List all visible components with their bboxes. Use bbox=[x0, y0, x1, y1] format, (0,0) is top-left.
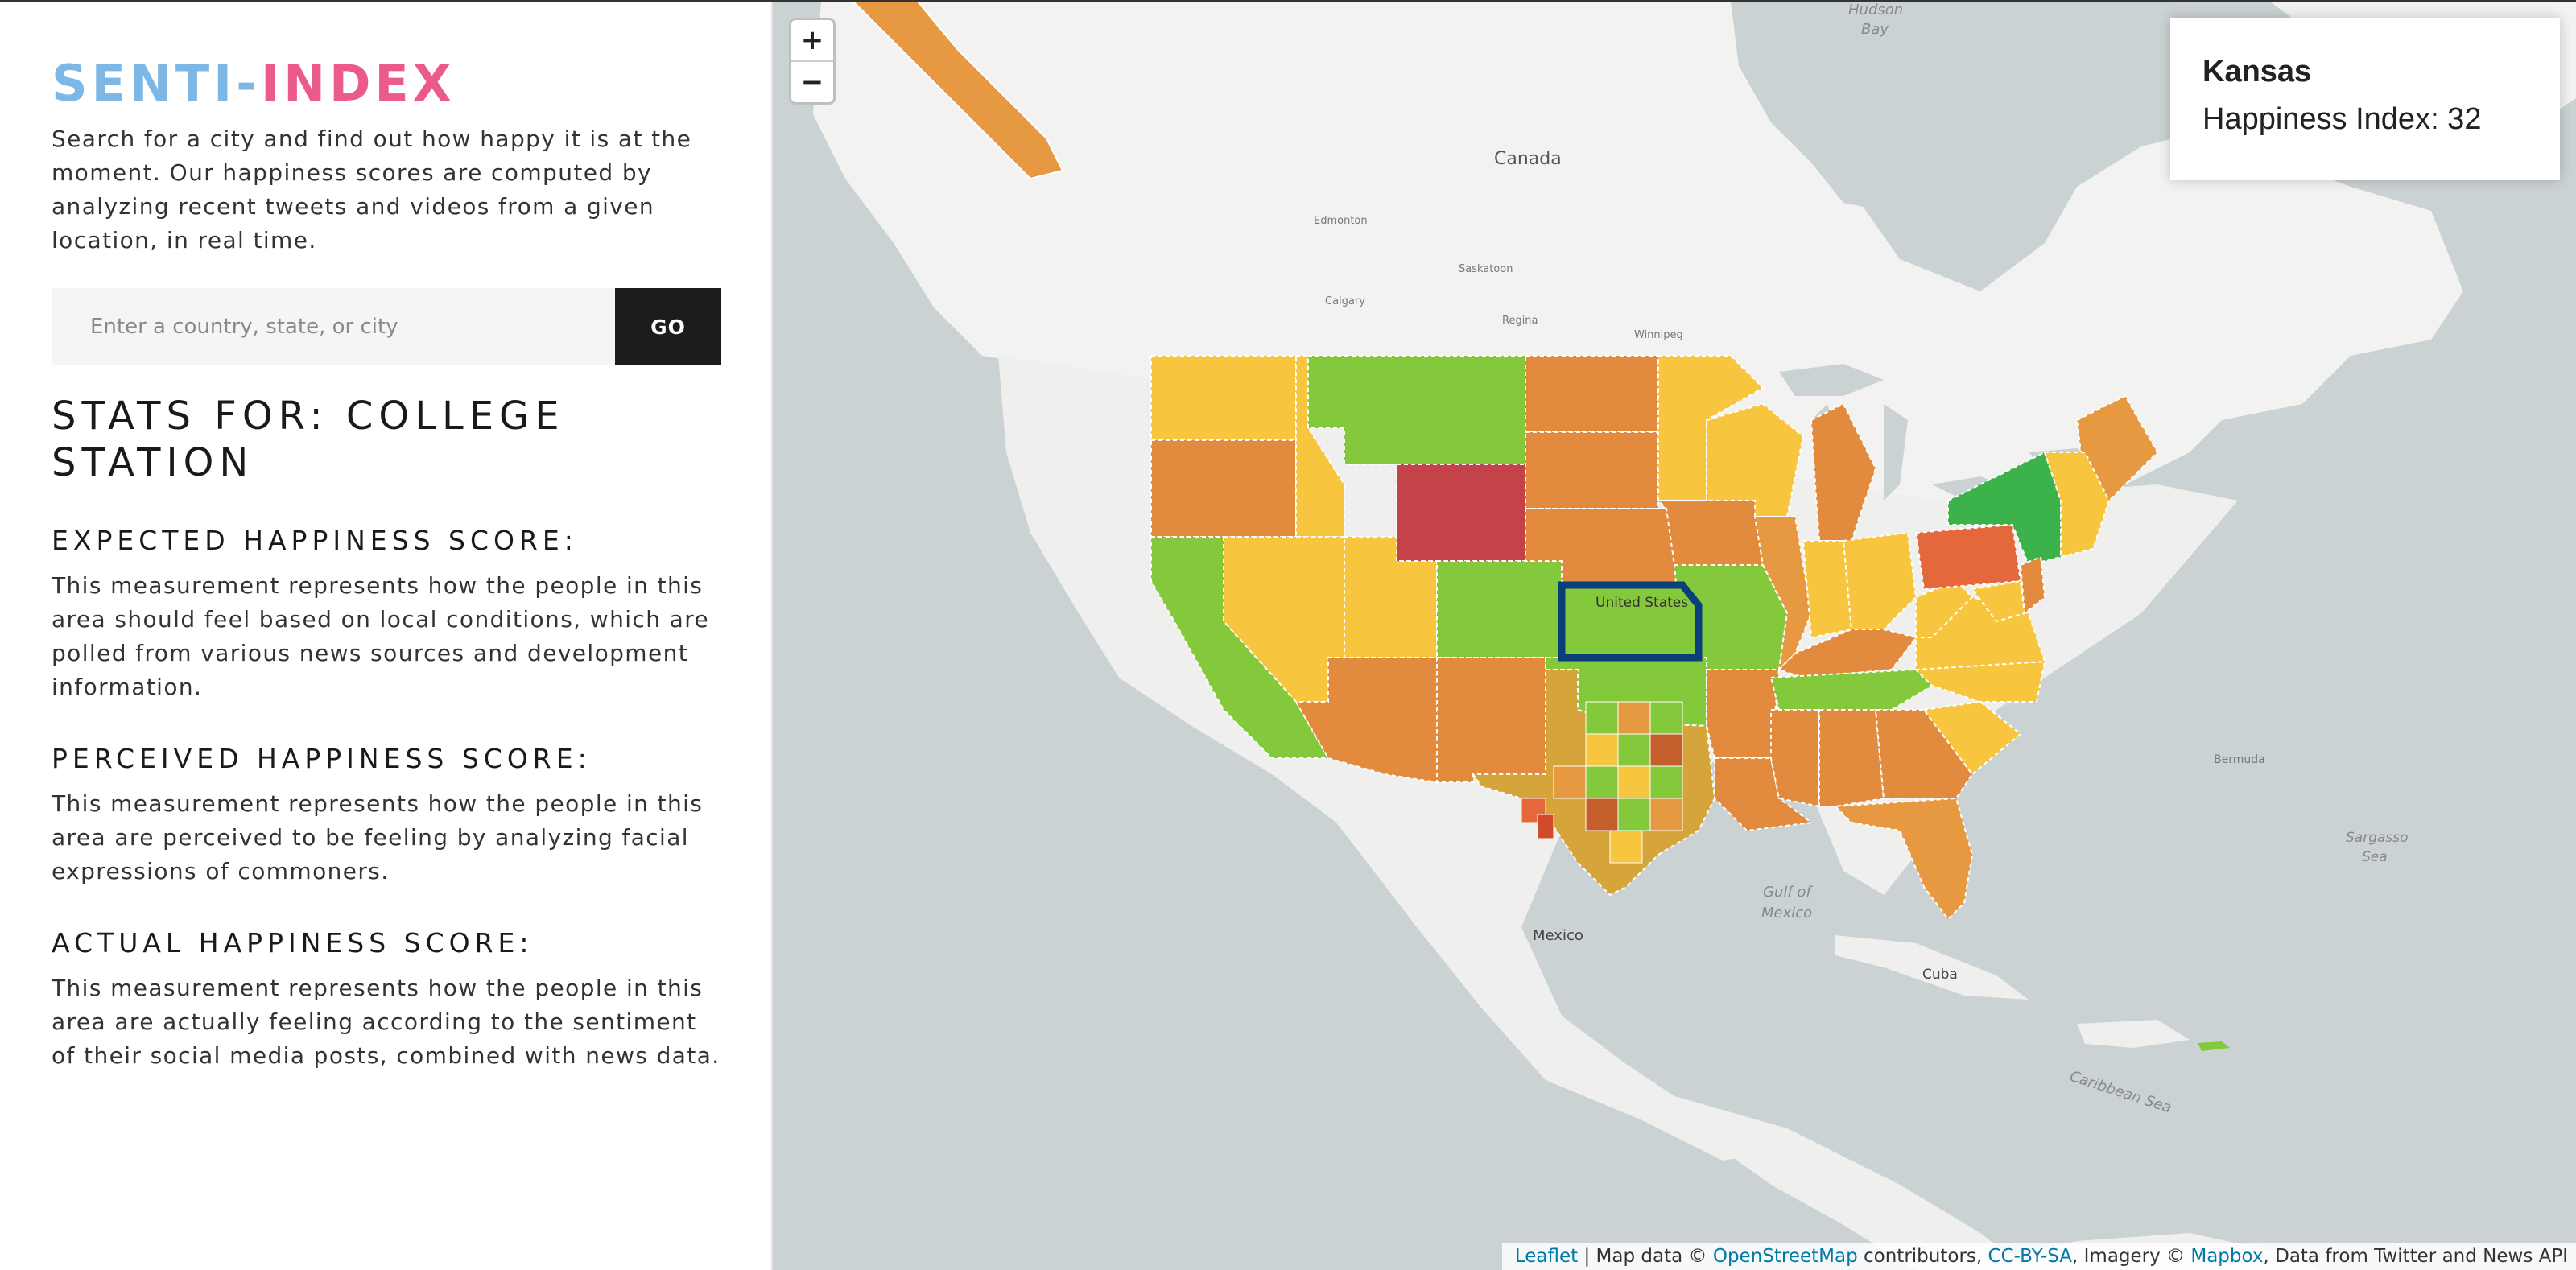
label-sea: Sea bbox=[2362, 849, 2388, 865]
label-calgary: Calgary bbox=[1325, 295, 1365, 307]
water-great-lakes bbox=[1779, 364, 2093, 501]
state-wisconsin[interactable] bbox=[1706, 402, 1805, 517]
state-tennessee[interactable] bbox=[1769, 668, 1934, 711]
state-south-carolina[interactable] bbox=[1922, 700, 2022, 776]
logo-part-index: INDEX bbox=[261, 54, 456, 113]
state-maryland-delaware[interactable] bbox=[1971, 579, 2026, 623]
state-north-carolina[interactable] bbox=[1913, 660, 2046, 703]
state-california[interactable] bbox=[1150, 536, 1330, 759]
land-central-america bbox=[1674, 1096, 2029, 1270]
region-info-box: Kansas Happiness Index: 32 bbox=[2170, 18, 2560, 180]
perceived-score-description: This measurement represents how the peop… bbox=[52, 790, 704, 884]
actual-score-description: This measurement represents how the peop… bbox=[52, 975, 720, 1069]
state-kansas[interactable] bbox=[1558, 581, 1703, 662]
state-pennsylvania[interactable] bbox=[1914, 523, 2022, 591]
go-button[interactable]: GO bbox=[615, 288, 721, 365]
texas-county-texture bbox=[1521, 701, 1683, 864]
search-input[interactable] bbox=[52, 288, 615, 365]
leaflet-link[interactable]: Leaflet bbox=[1514, 1246, 1579, 1267]
state-colorado[interactable] bbox=[1436, 560, 1563, 658]
actual-score-heading: ACTUAL HAPPINESS SCORE: bbox=[52, 927, 534, 959]
land-hispaniola bbox=[2077, 1020, 2190, 1048]
region-alaska-panhandle[interactable] bbox=[852, 2, 1064, 180]
logo-part-senti: SENTI- bbox=[52, 54, 261, 113]
info-happiness-index: Happiness Index: 32 bbox=[2202, 102, 2482, 136]
zoom-in-button[interactable]: + bbox=[800, 24, 824, 56]
label-united-states: United States bbox=[1596, 595, 1688, 611]
state-mississippi[interactable] bbox=[1770, 709, 1820, 808]
state-south-dakota[interactable] bbox=[1525, 431, 1659, 509]
us-states bbox=[1150, 355, 2159, 921]
label-bermuda: Bermuda bbox=[2214, 753, 2265, 766]
state-wyoming[interactable] bbox=[1396, 464, 1526, 562]
attribution-text-2: contributors, bbox=[1857, 1246, 1988, 1267]
water-hudson-bay bbox=[1731, 2, 1964, 211]
sidebar: SENTI-INDEX Search for a city and find o… bbox=[0, 2, 773, 1270]
osm-link[interactable]: OpenStreetMap bbox=[1712, 1246, 1858, 1267]
expected-score-description: This measurement represents how the peop… bbox=[52, 572, 710, 700]
label-winnipeg: Winnipeg bbox=[1634, 329, 1683, 341]
map-canvas[interactable]: Canada United States Mexico Cuba Gulf of… bbox=[773, 2, 2576, 1270]
zoom-out-button[interactable]: − bbox=[791, 60, 833, 102]
state-indiana[interactable] bbox=[1802, 540, 1853, 639]
search-bar: GO bbox=[52, 288, 721, 365]
state-arkansas[interactable] bbox=[1706, 669, 1781, 759]
state-oregon[interactable] bbox=[1150, 439, 1297, 538]
label-edmonton: Edmonton bbox=[1314, 215, 1368, 227]
state-iowa[interactable] bbox=[1656, 500, 1765, 566]
map-attribution: Leaflet | Map data © OpenStreetMap contr… bbox=[1501, 1243, 2576, 1270]
state-new-york[interactable] bbox=[1947, 451, 2062, 567]
state-ohio[interactable] bbox=[1842, 531, 1918, 630]
happiness-map[interactable]: Canada United States Mexico Cuba Gulf of… bbox=[773, 2, 2576, 1270]
state-florida[interactable] bbox=[1833, 797, 1974, 921]
zoom-control: + − bbox=[789, 18, 836, 105]
state-georgia[interactable] bbox=[1874, 709, 1974, 799]
license-link[interactable]: CC-BY-SA bbox=[1988, 1246, 2073, 1267]
label-mexico: Mexico bbox=[1533, 927, 1583, 944]
state-new-england[interactable] bbox=[2043, 452, 2111, 559]
attribution-text-3: , Imagery © bbox=[2072, 1246, 2191, 1267]
state-north-dakota[interactable] bbox=[1525, 355, 1659, 433]
stats-title: STATS FOR: COLLEGE STATION bbox=[52, 394, 565, 485]
label-regina: Regina bbox=[1502, 315, 1538, 327]
expected-score-heading: EXPECTED HAPPINESS SCORE: bbox=[52, 525, 578, 556]
label-gulf-of: Gulf of bbox=[1763, 884, 1813, 901]
land-cuba bbox=[1835, 935, 2029, 1000]
attribution-text-4: , Data from Twitter and News API bbox=[2263, 1246, 2568, 1267]
state-washington[interactable] bbox=[1150, 355, 1297, 441]
label-gulf-mexico: Mexico bbox=[1761, 905, 1812, 922]
logo: SENTI-INDEX bbox=[52, 52, 720, 116]
mapbox-link[interactable]: Mapbox bbox=[2190, 1246, 2264, 1267]
info-region-name: Kansas bbox=[2202, 55, 2312, 89]
label-caribbean-sea: Caribbean Sea bbox=[2067, 1068, 2174, 1117]
state-alabama[interactable] bbox=[1818, 709, 1885, 807]
label-cuba: Cuba bbox=[1922, 967, 1958, 983]
state-new-mexico[interactable] bbox=[1436, 657, 1546, 783]
attribution-text-1: | Map data © bbox=[1578, 1246, 1713, 1267]
label-canada: Canada bbox=[1494, 149, 1562, 169]
label-sargasso: Sargasso bbox=[2346, 830, 2409, 846]
state-illinois[interactable] bbox=[1753, 516, 1813, 672]
label-bay: Bay bbox=[1861, 21, 1889, 38]
label-saskatoon: Saskatoon bbox=[1459, 263, 1513, 275]
state-west-virginia[interactable] bbox=[1915, 579, 1974, 638]
perceived-score-heading: PERCEIVED HAPPINESS SCORE: bbox=[52, 743, 592, 774]
state-arizona[interactable] bbox=[1294, 657, 1438, 784]
label-hudson: Hudson bbox=[1848, 2, 1903, 19]
region-puerto-rico[interactable] bbox=[2198, 1041, 2230, 1051]
intro-text: Search for a city and find out how happy… bbox=[52, 126, 692, 254]
state-louisiana[interactable] bbox=[1714, 757, 1814, 832]
